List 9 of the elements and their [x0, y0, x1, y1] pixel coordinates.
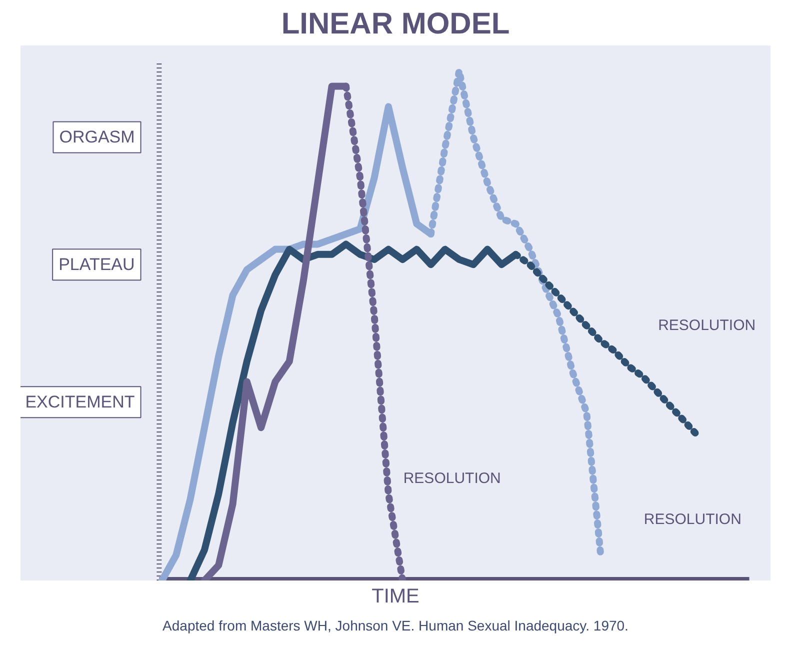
annotation: RESOLUTION — [658, 317, 756, 334]
annotation: RESOLUTION — [403, 470, 501, 488]
text: EXCITEMENT — [25, 392, 135, 412]
text: ORGASM — [59, 128, 135, 147]
text: PLATEAU — [58, 255, 135, 274]
chart-title: LINEAR MODEL — [281, 8, 510, 40]
text: Adapted from Masters WH, Johnson VE. Human Sexual Inadequacy. 1970. — [162, 618, 628, 634]
annotation: RESOLUTION — [644, 510, 742, 528]
x-axis-title: TIME — [372, 586, 420, 608]
